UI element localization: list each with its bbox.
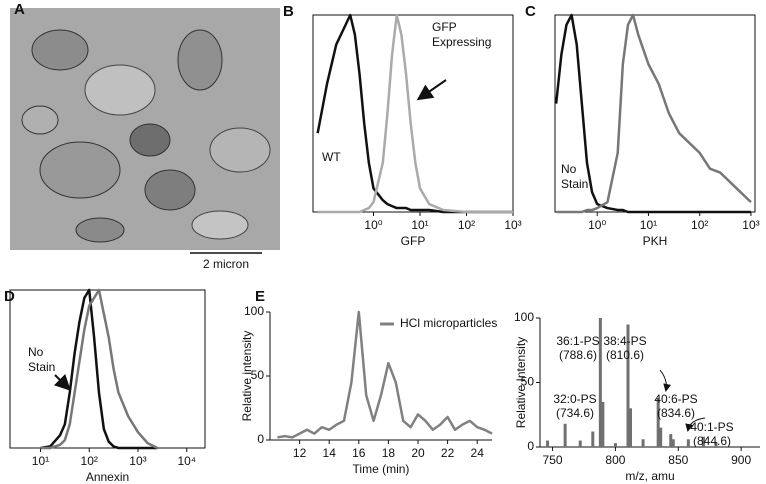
peak-mass: (810.6)	[606, 348, 644, 362]
peak-annotation: 32:0-PS	[553, 392, 596, 406]
x-tick-label: 10¹	[32, 454, 49, 468]
x-tick-label: 10¹	[640, 218, 657, 232]
x-axis-label: Annexin	[86, 470, 129, 484]
x-tick-label: 10²	[458, 218, 475, 232]
series-label: GFP Expressing	[432, 20, 492, 49]
y-tick-label: 50	[521, 375, 535, 389]
x-tick-label: 10³	[742, 218, 759, 232]
x-tick-label: 14	[323, 446, 337, 460]
x-tick-label: 16	[352, 446, 366, 460]
panel-letter: A	[14, 1, 25, 18]
peak-annotation: 40:1-PS	[690, 420, 733, 434]
panel-letter: C	[525, 3, 536, 20]
x-tick-label: 10³	[504, 218, 521, 232]
plot-frame	[9, 289, 206, 449]
x-tick-label: 10²	[81, 454, 98, 468]
x-tick-label: 18	[382, 446, 396, 460]
series-label: No Stain	[28, 345, 56, 374]
peak-mass: (834.6)	[657, 406, 695, 420]
legend-label: HCl microparticles	[400, 316, 497, 330]
x-tick-label: 750	[543, 453, 563, 467]
series-line	[40, 288, 159, 450]
x-tick-label: 10⁰	[588, 218, 606, 232]
panel-letter: B	[283, 3, 294, 20]
series-line	[554, 13, 751, 214]
y-axis-label: Relative intensity	[240, 331, 254, 422]
x-tick-label: 24	[471, 446, 485, 460]
scale-bar-label: 2 micron	[203, 257, 249, 271]
x-tick-label: 10⁴	[177, 454, 196, 468]
arrow	[53, 373, 71, 391]
x-tick-label: 10⁰	[364, 218, 382, 232]
series-line	[277, 310, 493, 439]
panel-letter: D	[4, 288, 15, 305]
x-tick-label: 20	[411, 446, 425, 460]
x-tick-label: 800	[605, 453, 625, 467]
x-tick-label: 850	[668, 453, 688, 467]
arrow	[416, 79, 447, 101]
x-axis-label: GFP	[401, 234, 426, 248]
x-tick-label: 900	[731, 453, 751, 467]
peak-annotation: 40:6-PS	[654, 392, 697, 406]
peak-mass: (788.6)	[559, 348, 597, 362]
y-tick-label: 100	[244, 304, 264, 318]
y-axis-label: Relative Intensity	[514, 337, 528, 428]
y-tick-label: 100	[514, 310, 534, 324]
series-line	[317, 13, 513, 214]
x-tick-label: 10³	[129, 454, 146, 468]
series-line	[556, 13, 752, 214]
x-axis-label: m/z, amu	[625, 469, 674, 483]
series-line	[316, 13, 513, 214]
em-image	[10, 8, 280, 254]
series-label: No Stain	[561, 162, 589, 191]
y-tick-label: 0	[257, 432, 264, 446]
x-axis-label: PKH	[643, 234, 668, 248]
series-line	[40, 288, 158, 450]
x-tick-label: 12	[293, 446, 307, 460]
x-tick-label: 10¹	[411, 218, 428, 232]
plot-frame	[312, 14, 514, 213]
peak-mass: (734.6)	[556, 406, 594, 420]
x-axis-label: Time (min)	[353, 462, 410, 476]
arrow	[685, 417, 706, 432]
panel-letter: E	[255, 288, 265, 305]
y-tick-label: 50	[251, 368, 265, 382]
peak-mass: (844.6)	[693, 434, 731, 448]
y-tick-label: 0	[527, 439, 534, 453]
arrow	[659, 369, 672, 392]
series-label: WT	[322, 150, 341, 164]
x-tick-label: 22	[441, 446, 455, 460]
peak-annotation: 36:1-PS	[556, 334, 599, 348]
peak-annotation: 38:4-PS	[603, 334, 646, 348]
x-tick-label: 10²	[691, 218, 708, 232]
